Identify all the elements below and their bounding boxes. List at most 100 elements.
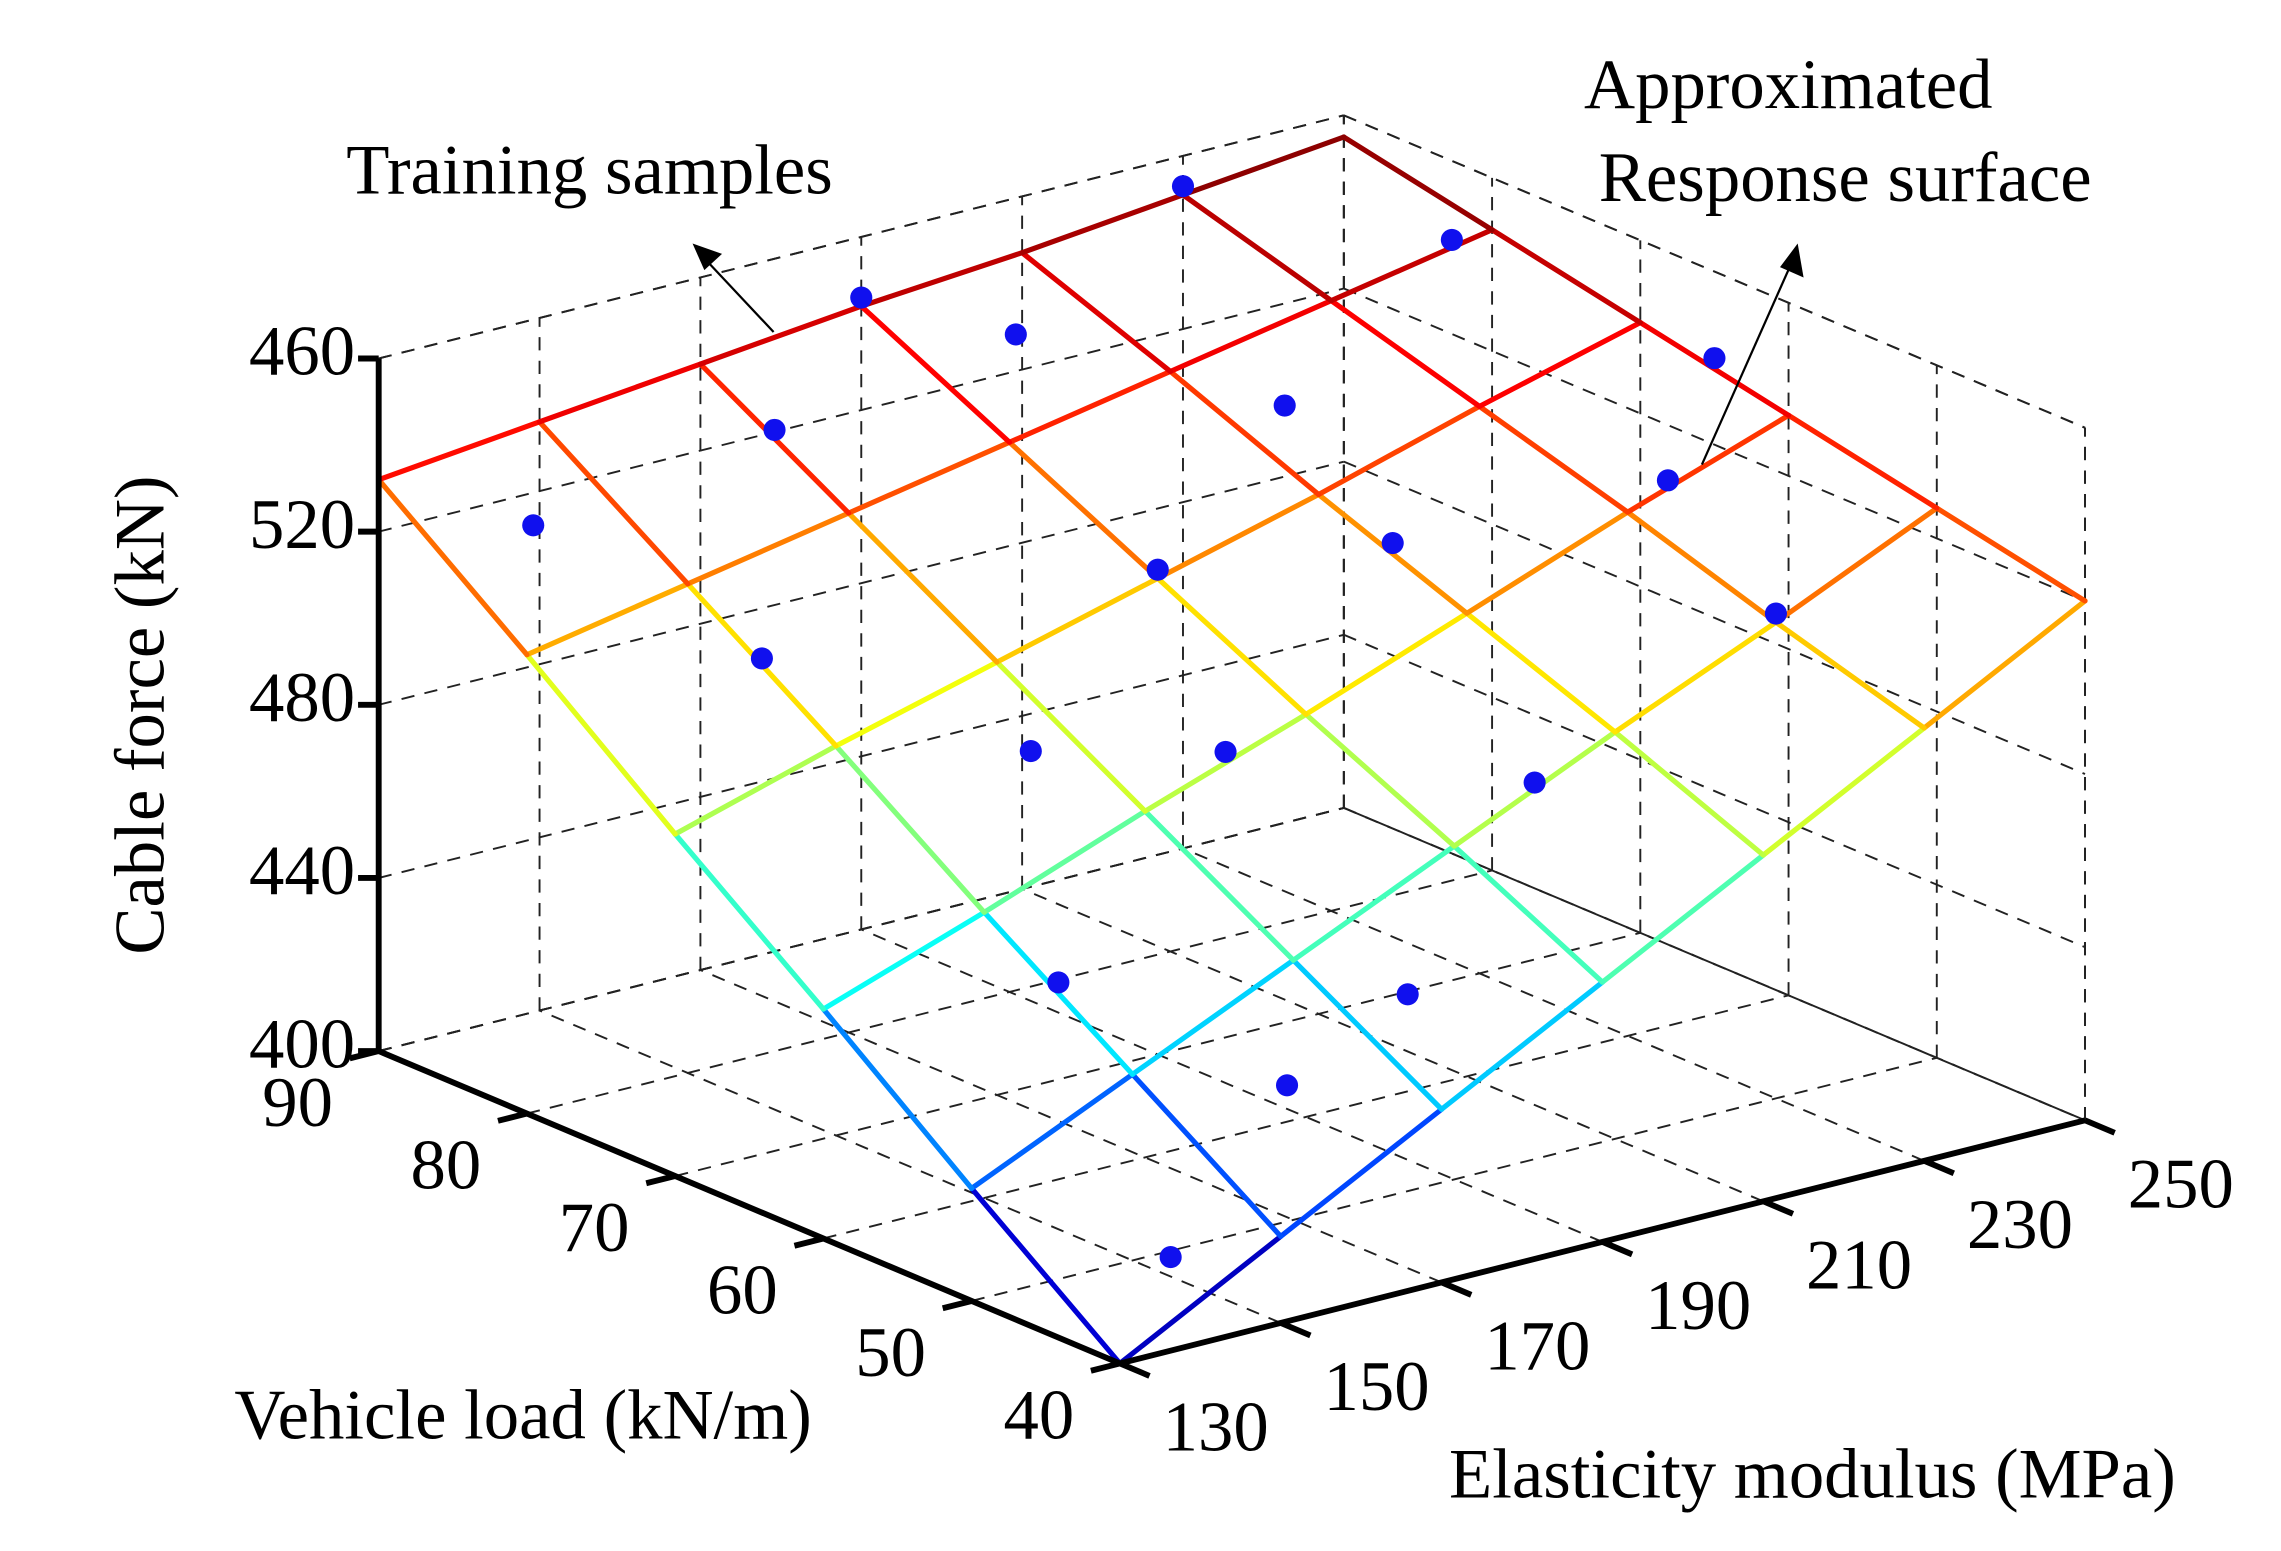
tick-mark <box>1118 1360 1151 1379</box>
surface-edge <box>697 303 864 367</box>
surface-edge <box>1290 843 1457 963</box>
surface-edge <box>1129 1071 1284 1239</box>
tick-mark <box>1279 1320 1312 1339</box>
grid-line <box>1343 287 2086 602</box>
surface-edge <box>858 250 1025 309</box>
surface-edge <box>1303 711 1457 849</box>
surface-edge <box>1006 439 1161 581</box>
surface-edge <box>1129 957 1296 1077</box>
surface-edge <box>994 659 1148 814</box>
tick-mark <box>497 1110 528 1124</box>
surface-edge <box>858 303 1013 445</box>
surface-edge <box>1464 610 1618 735</box>
x-axis-label: Elasticity modulus (MPa) <box>1449 1436 2176 1514</box>
sample-point <box>1273 394 1296 417</box>
tick-mark <box>1923 1158 1955 1177</box>
surface-edge <box>1155 575 1309 717</box>
x-tick-label: 210 <box>1806 1226 1912 1304</box>
surface-edge <box>1328 227 1495 304</box>
surface-edge <box>1760 725 1927 858</box>
sample-point <box>1656 469 1679 492</box>
grid-line <box>526 869 1493 1115</box>
tick-mark <box>793 1235 825 1249</box>
surface-edge <box>524 581 691 658</box>
axes: 400 440 480 520 460 130 150 170 190 210 230 250 40 50… <box>249 313 2234 1467</box>
surface-edge <box>1019 250 1173 375</box>
sample-point <box>1159 1246 1182 1269</box>
tick-mark <box>2083 1117 2116 1136</box>
sample-point <box>850 286 873 309</box>
surface-edge <box>1303 610 1470 717</box>
grid-line <box>1343 460 2086 775</box>
surface-edge <box>846 510 1000 665</box>
surface-edge <box>1612 729 1766 858</box>
sample-point <box>750 647 773 670</box>
surface-edge <box>820 1006 975 1191</box>
surface-edge <box>820 909 987 1012</box>
y-tick-label: 70 <box>559 1189 630 1267</box>
tick-mark <box>349 1048 380 1062</box>
grid-line <box>860 928 1603 1243</box>
surface-edge <box>1439 979 1606 1112</box>
surface-edge <box>672 743 839 837</box>
surface-edge <box>536 361 703 425</box>
sample-point <box>1171 175 1195 198</box>
z-tick-label: 520 <box>249 486 355 564</box>
surface-edge <box>1625 509 1779 625</box>
surface-edge <box>1612 619 1779 735</box>
surface-edge <box>1934 505 2088 604</box>
tick-mark <box>1762 1198 1795 1217</box>
surface-edge <box>1773 505 1940 625</box>
grid-line <box>971 1056 1938 1302</box>
surface-edge <box>1142 808 1296 963</box>
arrow-head <box>1780 243 1804 278</box>
surface-edge <box>1451 843 1606 985</box>
surface-edge <box>833 743 987 915</box>
z-tick-label: 480 <box>249 659 355 737</box>
surface-edge <box>536 419 691 587</box>
y-tick-label: 40 <box>1003 1377 1074 1455</box>
y-tick-label: 50 <box>855 1314 926 1392</box>
surface-edge <box>1489 227 1643 326</box>
surface-edge <box>685 510 852 587</box>
surface-edge <box>981 808 1148 915</box>
grid-line <box>539 1009 1282 1324</box>
surface-edge <box>1476 403 1631 515</box>
sample-point <box>1146 558 1169 581</box>
x-tick-label: 150 <box>1323 1348 1429 1426</box>
tick-mark <box>941 1298 973 1312</box>
surface-edge <box>1006 368 1173 445</box>
grid-line <box>1021 888 1764 1203</box>
grid-line <box>1182 847 1925 1162</box>
surface-edge <box>1180 192 1334 304</box>
sample-point <box>1764 602 1787 625</box>
surface-edge <box>376 419 543 483</box>
y-tick-label: 90 <box>262 1064 333 1142</box>
samples <box>522 175 1787 1269</box>
z-tick-label: 460 <box>249 313 355 391</box>
sample-point <box>1019 740 1042 763</box>
box-grid <box>377 114 2086 1365</box>
arrow <box>703 257 775 333</box>
surface-edge <box>1341 134 1495 233</box>
x-tick-label: 190 <box>1645 1267 1751 1345</box>
sample-point <box>763 418 786 441</box>
sample-point <box>1004 323 1027 346</box>
sample-point <box>1214 740 1237 763</box>
surface-edge <box>1921 598 2088 731</box>
surface-edge <box>994 575 1161 665</box>
z-tick-label: 400 <box>249 1005 355 1083</box>
arrow <box>1700 265 1792 466</box>
surface-edge <box>1180 134 1347 198</box>
sample-point <box>1381 532 1404 555</box>
sample-point <box>1523 771 1546 794</box>
surface-edge <box>1316 403 1483 498</box>
y-axis-label: Vehicle load (kN/m) <box>234 1377 811 1455</box>
surface-edge <box>1019 192 1186 256</box>
surface-edge <box>846 439 1013 516</box>
surface-edge <box>1625 412 1792 515</box>
grid-line <box>1343 633 2086 949</box>
surface-edge <box>1464 509 1631 616</box>
surface-edge <box>1167 368 1322 498</box>
y-axis <box>377 1048 1122 1367</box>
